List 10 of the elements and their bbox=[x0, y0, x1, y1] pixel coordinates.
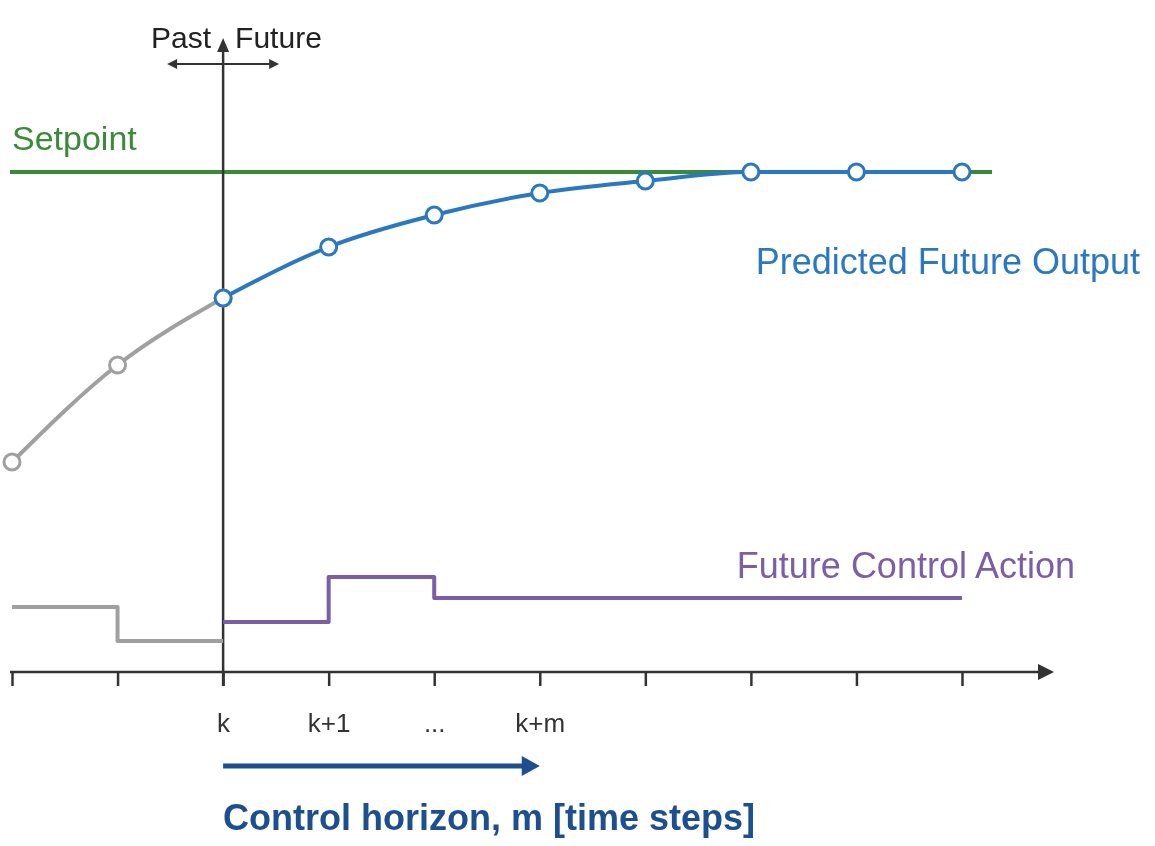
x-tick-label: ... bbox=[423, 708, 446, 739]
x-tick-label: k bbox=[217, 708, 232, 739]
series-label: Predicted Future Output bbox=[755, 241, 1140, 282]
series-label: Future Control Action bbox=[736, 545, 1075, 586]
ref-line-label: Setpoint bbox=[12, 119, 138, 157]
x-axis-title: Control horizon, m [time steps] bbox=[223, 797, 756, 838]
x-tick-label: k+m bbox=[515, 708, 566, 739]
text: Past bbox=[151, 21, 212, 54]
text: Future bbox=[235, 21, 322, 54]
x-tick-label: k+1 bbox=[307, 708, 351, 739]
